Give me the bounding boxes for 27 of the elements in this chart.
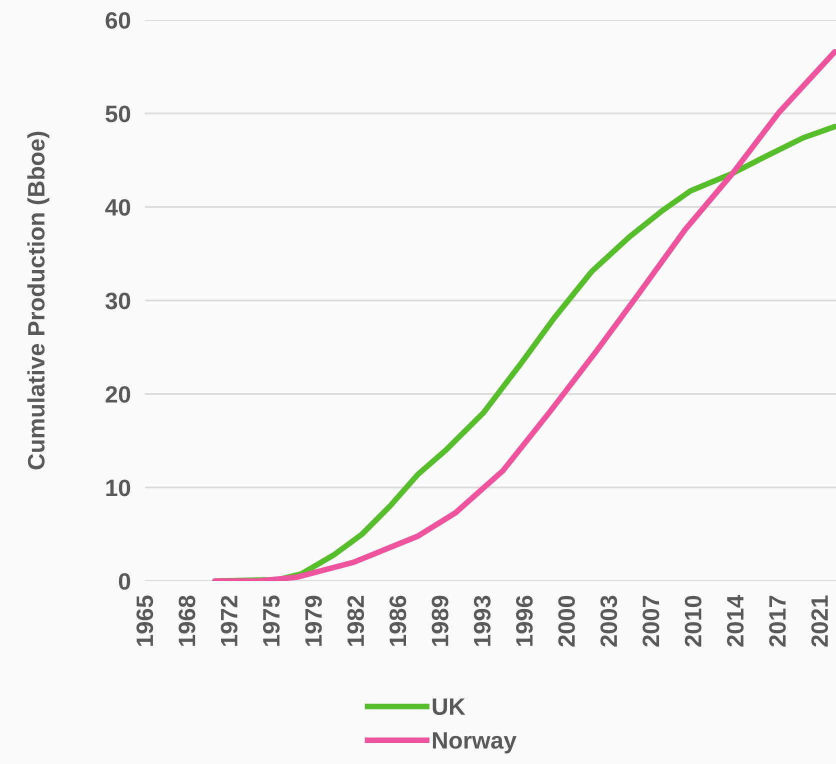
- x-tick-label: 1968: [178, 596, 196, 646]
- x-tick-label: 1982: [347, 596, 364, 646]
- y-tick-label: 60: [106, 12, 130, 29]
- y-tick-label: 10: [106, 480, 130, 496]
- x-tick-label: 2003: [600, 596, 618, 647]
- y-tick-label: 40: [105, 199, 130, 216]
- x-tick-label: 1975: [262, 596, 280, 646]
- x-tick-label: 2007: [642, 596, 660, 647]
- y-tick-label: 0: [118, 573, 130, 590]
- x-tick-label: 2010: [684, 596, 702, 647]
- legend-label: Norway: [432, 732, 517, 754]
- x-tick-label: 2017: [769, 596, 786, 647]
- y-tick-label: 20: [106, 386, 130, 403]
- x-tick-label: 1979: [305, 596, 322, 646]
- x-tick-label: 2014: [726, 595, 744, 647]
- y-tick-label: 50: [106, 106, 130, 122]
- x-tick-label: 1996: [516, 596, 533, 646]
- x-tick-label: 2021: [811, 596, 828, 647]
- x-tick-label: 1972: [220, 596, 238, 646]
- x-tick-label: 1989: [432, 596, 448, 646]
- legend-label: UK: [432, 698, 466, 715]
- y-tick-label: 30: [105, 292, 130, 310]
- x-tick-label: 2000: [558, 596, 575, 647]
- x-tick-label: 1965: [136, 596, 154, 646]
- x-tick-label: 1993: [474, 596, 491, 646]
- x-tick-label: 1986: [390, 596, 406, 646]
- y-axis-title: Cumulative Production (Bboe): [27, 132, 50, 470]
